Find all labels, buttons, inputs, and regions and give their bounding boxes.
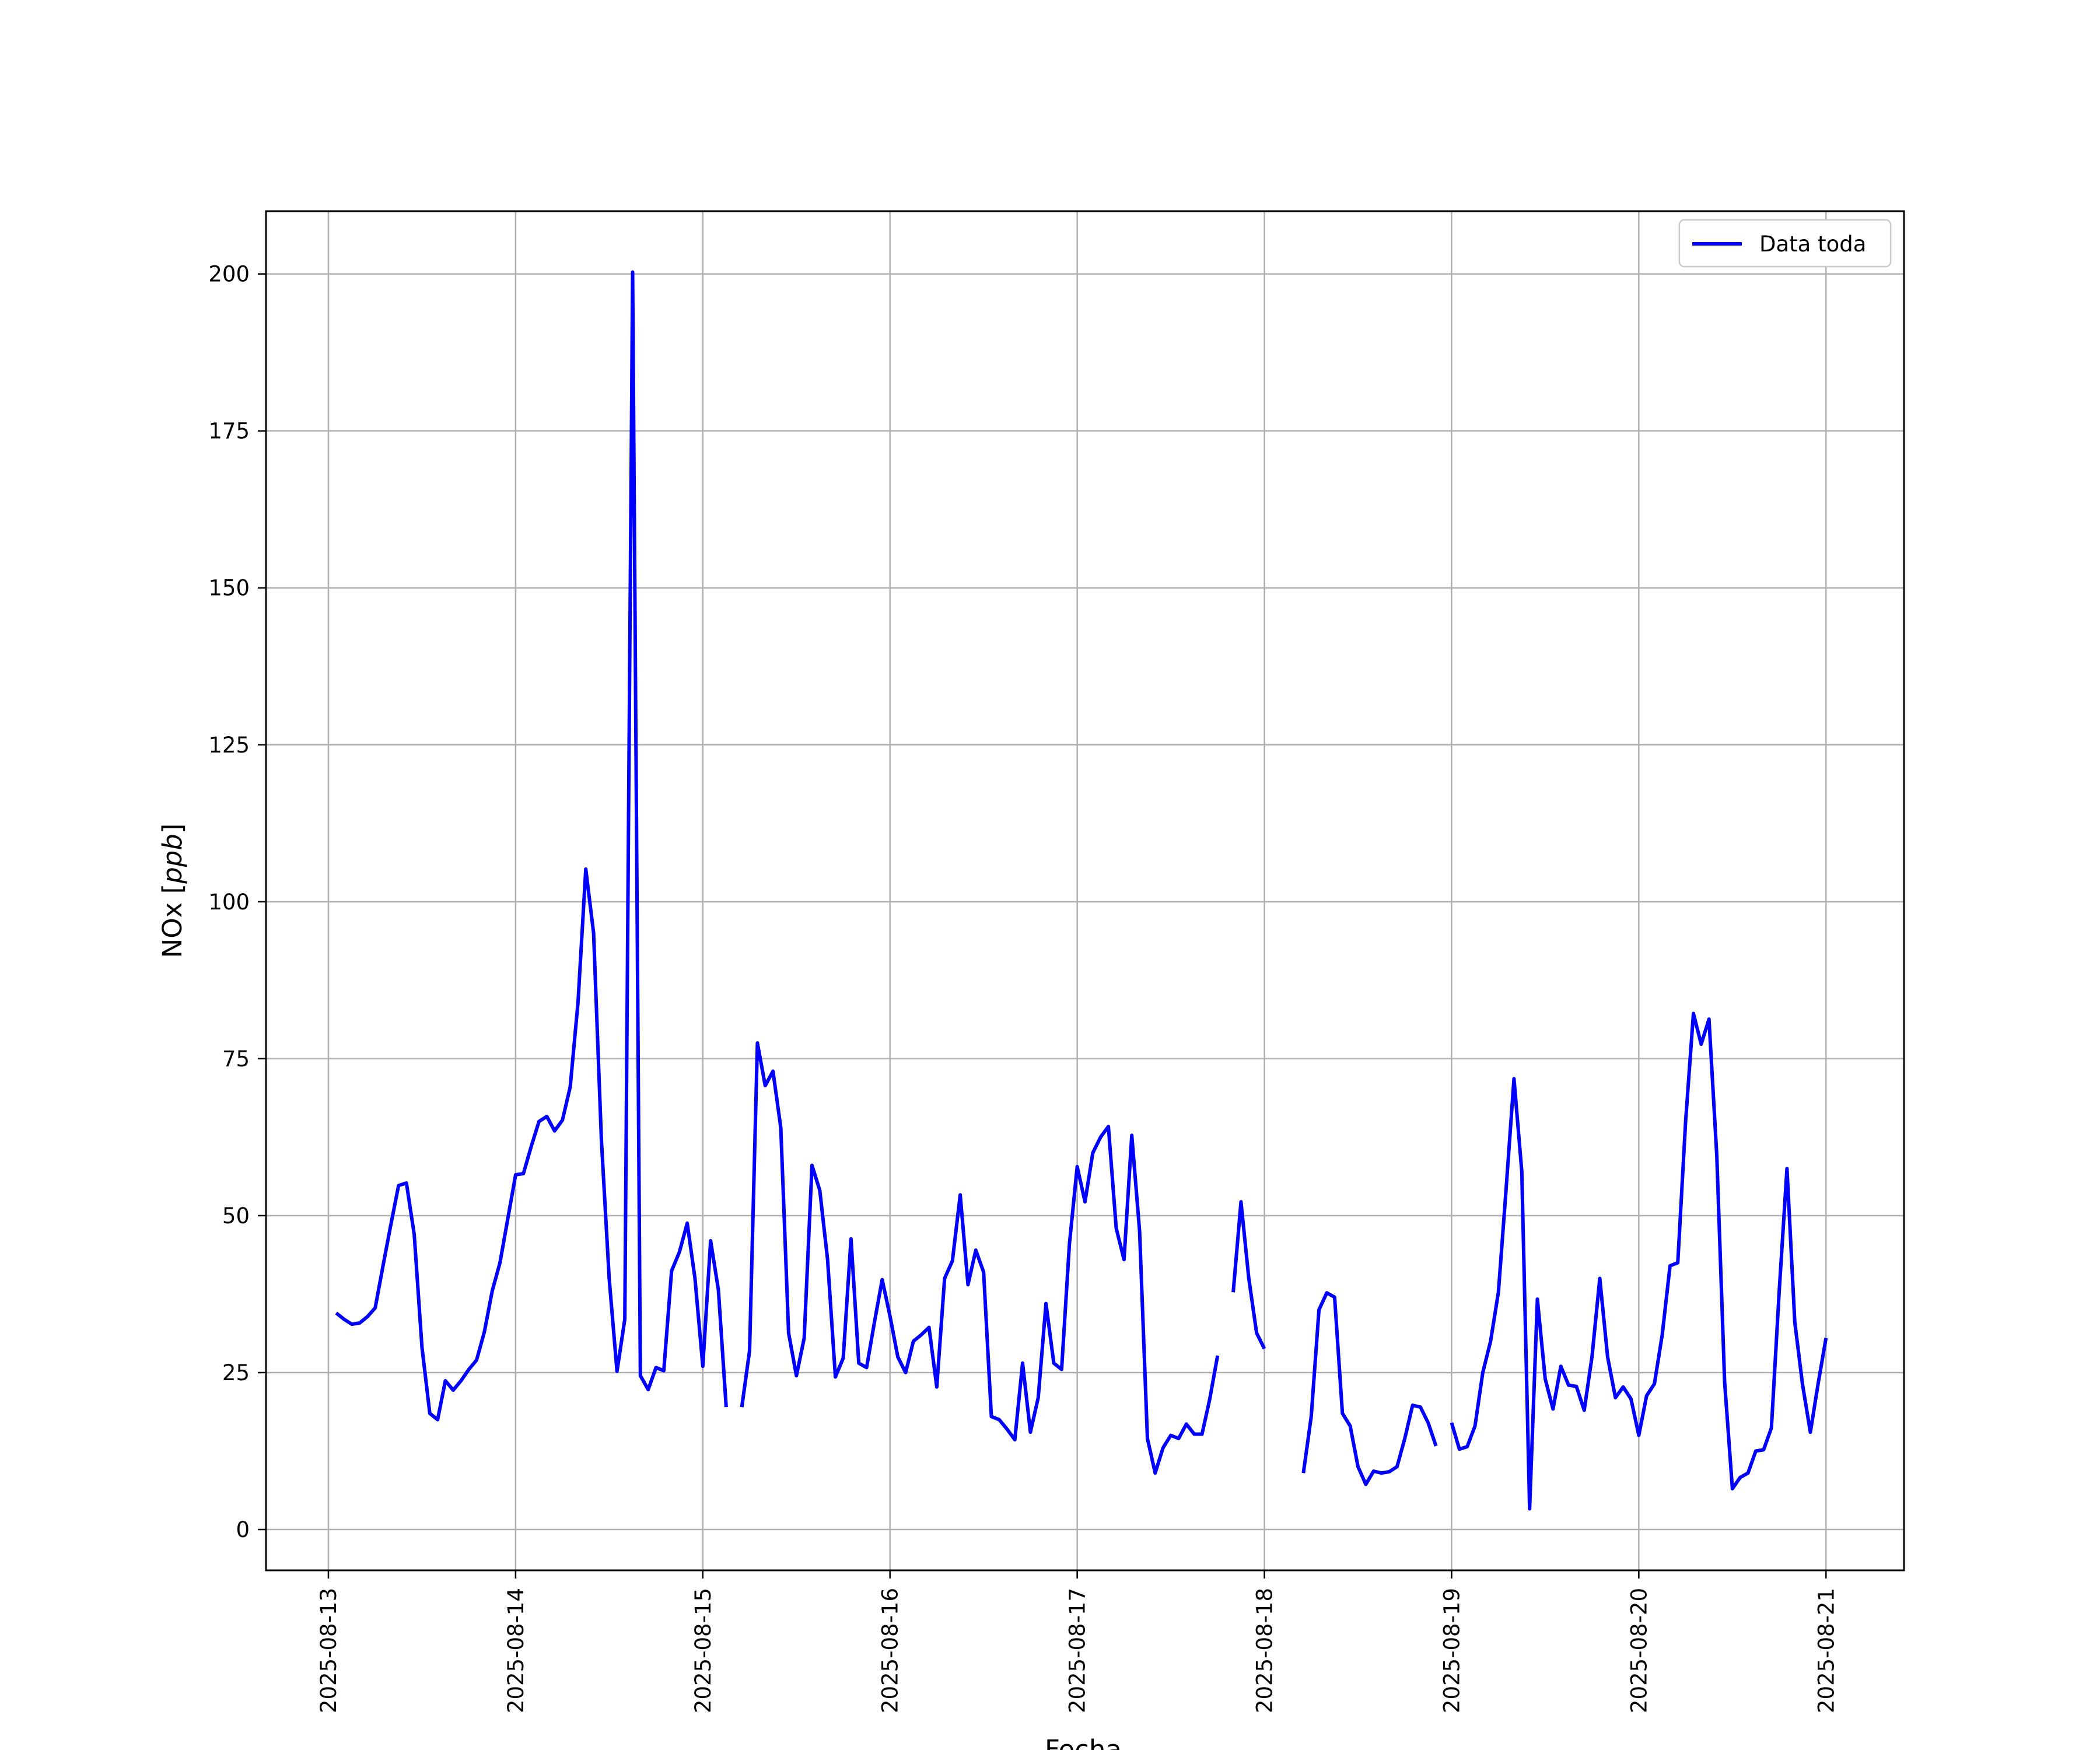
- series-line-segment: [1450, 1012, 1828, 1511]
- series-line-segment: [1231, 1200, 1266, 1350]
- y-axis-label-main: NOx [: [157, 884, 188, 958]
- y-tick-label: 50: [222, 1203, 250, 1228]
- y-axis-label-unit: ppb: [157, 834, 188, 884]
- data-series: [335, 270, 1828, 1511]
- legend: Data toda: [1678, 219, 1892, 268]
- y-axis-label-close: ]: [157, 824, 188, 834]
- series-line-segment: [1301, 1291, 1438, 1486]
- x-tick-label: 2025-08-19: [1439, 1588, 1464, 1713]
- series-line-segment: [335, 270, 728, 1422]
- y-tick-label: 150: [208, 576, 250, 601]
- series-line-segment: [740, 1041, 1220, 1475]
- legend-label: Data toda: [1759, 232, 1866, 257]
- x-tick-label: 2025-08-17: [1065, 1588, 1090, 1713]
- x-tick-label: 2025-08-18: [1252, 1588, 1278, 1713]
- y-tick-label: 75: [222, 1046, 250, 1072]
- x-tick-label: 2025-08-15: [691, 1588, 716, 1713]
- y-tick-label: 100: [208, 890, 250, 915]
- grid-lines: [266, 211, 1904, 1570]
- y-axis-ticks: 0 25 50 75 100 125 150 175 200: [208, 262, 266, 1542]
- y-tick-label: 0: [236, 1517, 250, 1542]
- y-tick-label: 200: [208, 262, 250, 287]
- y-axis-label: NOx [ppb]: [157, 824, 188, 958]
- legend-box: [1678, 219, 1892, 268]
- y-tick-label: 125: [208, 733, 250, 758]
- y-tick-label: 175: [208, 419, 250, 444]
- plot-frame: [265, 210, 1905, 1572]
- y-tick-label: 25: [222, 1360, 250, 1385]
- x-tick-label: 2025-08-21: [1814, 1588, 1839, 1713]
- x-axis-label: Fecha: [1045, 1734, 1122, 1750]
- x-tick-label: 2025-08-20: [1626, 1588, 1651, 1713]
- x-tick-label: 2025-08-14: [503, 1588, 528, 1713]
- x-tick-label: 2025-08-13: [316, 1588, 341, 1713]
- x-axis-ticks: 2025-08-13 2025-08-14 2025-08-15 2025-08-16…: [316, 1570, 1839, 1713]
- x-tick-label: 2025-08-16: [878, 1588, 903, 1713]
